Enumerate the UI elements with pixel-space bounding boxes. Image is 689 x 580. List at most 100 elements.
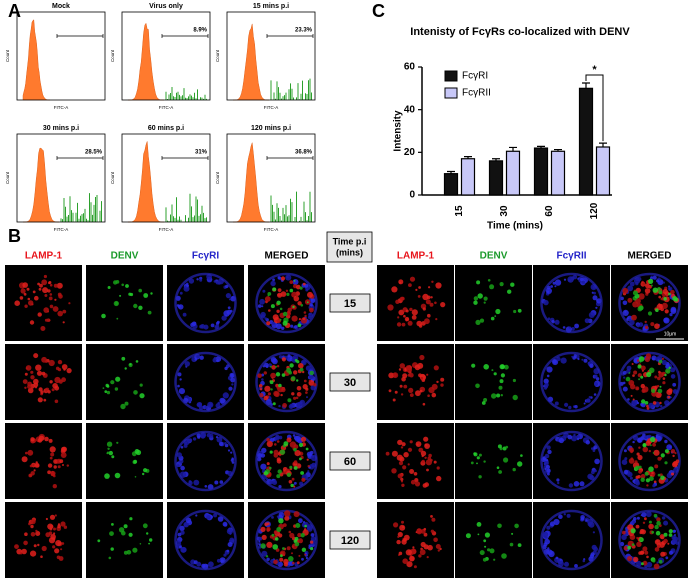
stain-dot bbox=[215, 324, 220, 329]
stain-dot bbox=[568, 405, 572, 410]
cell-membrane bbox=[618, 351, 681, 413]
error-bar bbox=[599, 142, 607, 147]
micrograph bbox=[5, 502, 82, 578]
stain-dot bbox=[664, 461, 668, 465]
stain-dot bbox=[668, 388, 673, 393]
stain-dot bbox=[48, 531, 53, 535]
stain-dot bbox=[435, 318, 438, 321]
histogram-tail bbox=[60, 193, 102, 222]
stain-dot bbox=[627, 285, 634, 292]
stain-dot bbox=[473, 300, 478, 305]
stain-dot bbox=[413, 472, 418, 476]
stain-dot bbox=[545, 287, 553, 294]
stain-dot bbox=[632, 374, 635, 377]
stain-dot bbox=[180, 530, 185, 535]
stain-dot bbox=[409, 372, 414, 378]
stain-dot bbox=[491, 393, 497, 399]
time-label: 60 bbox=[344, 456, 356, 468]
stain-dot bbox=[50, 471, 55, 477]
stain-dot bbox=[646, 555, 649, 559]
stain-dot bbox=[594, 458, 600, 465]
stain-dot bbox=[630, 384, 636, 390]
stain-dot bbox=[433, 537, 438, 543]
stain-dot bbox=[54, 298, 57, 301]
stain-dot bbox=[265, 477, 269, 481]
stain-dot bbox=[275, 365, 278, 368]
stain-dot bbox=[499, 282, 504, 287]
stain-dot bbox=[296, 386, 302, 391]
stain-dot bbox=[37, 282, 40, 286]
stain-dot bbox=[641, 399, 646, 404]
stain-dot bbox=[547, 317, 551, 321]
stain-dot bbox=[545, 464, 551, 470]
stain-dot bbox=[487, 548, 491, 552]
stain-dot bbox=[58, 294, 63, 299]
stain-dot bbox=[291, 315, 298, 322]
stain-dot bbox=[286, 292, 290, 296]
stain-dot bbox=[278, 435, 283, 440]
stain-dot bbox=[58, 379, 63, 384]
stain-dot bbox=[557, 481, 560, 485]
stain-dot bbox=[401, 483, 405, 487]
stain-dot bbox=[263, 371, 267, 375]
stain-dot bbox=[108, 450, 114, 456]
stain-dot bbox=[633, 370, 638, 375]
stain-dot bbox=[271, 533, 275, 537]
stain-dot bbox=[400, 393, 404, 396]
stain-dot bbox=[669, 445, 672, 449]
stain-dot bbox=[302, 282, 306, 286]
stain-dot bbox=[21, 456, 28, 463]
stain-dot bbox=[197, 435, 201, 439]
histogram-tail bbox=[165, 193, 207, 222]
stain-dot bbox=[507, 289, 512, 294]
stain-dot bbox=[139, 383, 143, 387]
stain-dot bbox=[656, 384, 660, 388]
stain-dot bbox=[115, 376, 121, 382]
stain-dot bbox=[269, 466, 272, 470]
stain-dot bbox=[283, 558, 289, 565]
stain-dot bbox=[276, 458, 282, 464]
stain-dot bbox=[657, 355, 663, 361]
stain-dot bbox=[49, 380, 53, 384]
stain-dot bbox=[635, 475, 639, 479]
stain-dot bbox=[421, 459, 425, 464]
stain-dot bbox=[433, 460, 437, 464]
stain-dot bbox=[49, 304, 54, 309]
stain-dot bbox=[401, 520, 404, 524]
stain-dot bbox=[628, 372, 631, 374]
stain-dot bbox=[60, 521, 66, 527]
stain-dot bbox=[391, 286, 398, 293]
stain-dot bbox=[286, 276, 289, 279]
stain-dot bbox=[596, 377, 600, 381]
stain-dot bbox=[672, 296, 678, 301]
stain-dot bbox=[132, 547, 138, 553]
stain-dot bbox=[296, 379, 299, 382]
stain-dot bbox=[585, 440, 590, 445]
stain-dot bbox=[47, 289, 51, 293]
stain-dot bbox=[637, 438, 642, 443]
stain-dot bbox=[176, 452, 182, 458]
stain-dot bbox=[667, 395, 671, 399]
stain-dot bbox=[652, 484, 656, 488]
stain-dot bbox=[652, 401, 657, 405]
stain-dot bbox=[198, 402, 203, 407]
stain-dot bbox=[670, 367, 676, 373]
stain-dot bbox=[415, 288, 418, 291]
stain-dot bbox=[581, 280, 586, 284]
stain-dot bbox=[409, 393, 414, 397]
stain-dot bbox=[621, 530, 626, 535]
stain-dot bbox=[40, 326, 46, 331]
bar bbox=[505, 150, 521, 196]
stain-dot bbox=[670, 374, 676, 379]
stain-dot bbox=[24, 304, 28, 308]
stain-dot bbox=[177, 372, 182, 377]
stain-dot bbox=[272, 402, 276, 406]
stain-dot bbox=[216, 320, 220, 324]
stain-dot bbox=[301, 477, 306, 482]
stain-dot bbox=[227, 542, 233, 547]
stain-dot bbox=[654, 547, 660, 552]
stain-dot bbox=[639, 550, 645, 555]
stain-dot bbox=[668, 533, 673, 537]
gate-label: 23.3% bbox=[295, 28, 313, 34]
stain-dot bbox=[479, 318, 485, 323]
